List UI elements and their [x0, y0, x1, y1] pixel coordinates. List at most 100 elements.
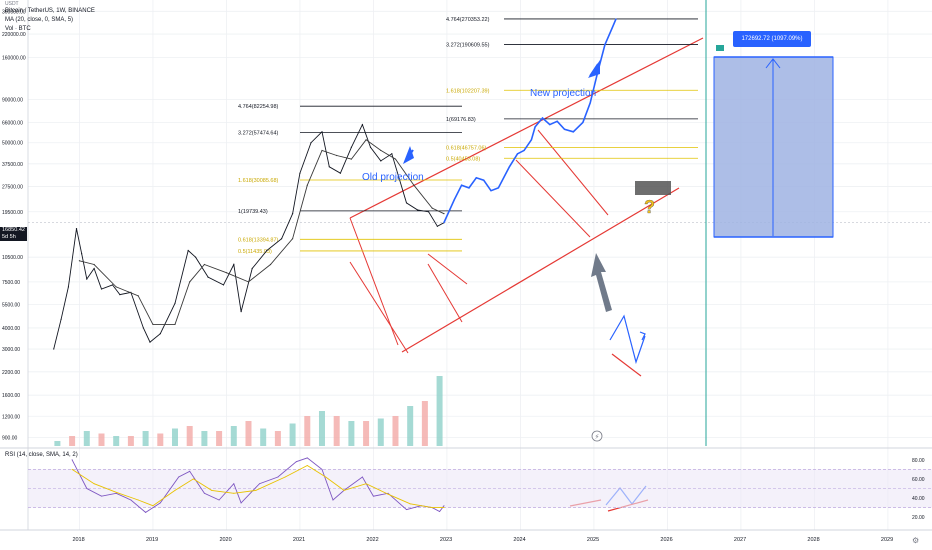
y-tick-label: 50000.00	[2, 141, 23, 147]
rsi-point	[255, 489, 257, 491]
price-point	[350, 146, 352, 148]
price-point	[137, 295, 139, 297]
fib-new-label: 4.764(270353.22)	[446, 17, 490, 23]
price-point	[75, 228, 78, 230]
rsi-point	[115, 491, 117, 493]
price-line	[53, 123, 445, 350]
rsi-point	[332, 499, 334, 501]
rsi-tick-label: 20.00	[912, 515, 925, 521]
ma-legend[interactable]: MA (20, close, 0, SMA, 5)	[5, 17, 74, 23]
wedge-line	[349, 261, 409, 354]
x-tick-label: 2027	[734, 537, 746, 543]
volume-bar	[142, 431, 149, 446]
rsi-point	[306, 465, 308, 467]
rsi-point	[284, 476, 286, 478]
volume-bar	[171, 428, 178, 446]
price-point	[369, 146, 372, 148]
x-tick-label: 2019	[146, 537, 158, 543]
price-point	[468, 187, 470, 189]
measure-callout: 172692.72 (1097.09%) 1726927	[733, 31, 811, 58]
wedge-line	[427, 253, 468, 285]
svg-text:⚡: ⚡	[595, 433, 600, 441]
y-tick-label: 5500.00	[2, 303, 20, 309]
fib-old-label: 0.5(11435.03)	[238, 249, 272, 255]
drawings: ?	[349, 0, 834, 512]
price-point	[86, 278, 88, 280]
price-point	[541, 117, 544, 119]
x-tick-label: 2026	[660, 537, 672, 543]
rsi-point	[86, 488, 88, 489]
price-point	[187, 249, 189, 252]
price-point	[443, 213, 445, 215]
rsi-point	[71, 468, 73, 470]
price-point	[115, 286, 117, 288]
price-point	[222, 284, 225, 286]
y-tick-label: 300000.00	[2, 9, 26, 15]
rsi-point	[365, 483, 367, 485]
x-tick-label: 2021	[293, 537, 305, 543]
fib-new-label: 1.618(102207.39)	[446, 88, 490, 94]
price-point	[516, 153, 519, 155]
settings-icon[interactable]: ⚙	[912, 536, 919, 545]
volume-bar	[436, 376, 443, 446]
volume-bar	[333, 416, 340, 446]
fib-old-label: 4.764(82254.98)	[238, 104, 279, 110]
price-point	[53, 348, 55, 350]
price-point	[100, 288, 103, 290]
replay-icon[interactable]: ⚡	[591, 430, 603, 442]
price-point	[203, 263, 205, 266]
y-tick-label: 10500.00	[2, 255, 23, 261]
price-point	[152, 323, 154, 325]
rsi-point	[406, 509, 408, 511]
rsi-point	[325, 476, 327, 478]
fib-new-label: 1(69176.83)	[446, 117, 476, 123]
symbol-title[interactable]: Bitcoin / TetherUS, 1W, BINANCE	[5, 8, 95, 14]
rsi-point	[431, 507, 433, 509]
rsi-point	[240, 502, 242, 504]
rsi-tick-label: 80.00	[912, 458, 925, 464]
y-tick-label: 220000.00	[2, 32, 26, 38]
rsi-point	[233, 492, 235, 494]
fib-new-label: 0.5(40453.08)	[446, 156, 480, 162]
support-line	[611, 353, 642, 377]
y-tick-label: 2200.00	[2, 370, 20, 376]
rsi-point	[443, 507, 445, 509]
price-point	[328, 166, 330, 168]
rsi-point	[321, 468, 323, 470]
fib-new-label: 0.618(46757.06)	[446, 146, 487, 152]
y-tick-label: 7500.00	[2, 280, 20, 286]
fib-old-label: 0.618(13394.87)	[238, 237, 279, 243]
price-point	[321, 131, 323, 133]
rsi-point	[439, 510, 441, 512]
rsi-legend[interactable]: RSI (14, close, SMA, 14, 2)	[5, 452, 78, 458]
fib-levels: 4.764(82254.98) 3.272(57474.64) 1.618(3008…	[238, 17, 698, 255]
future-path	[609, 314, 646, 365]
price-point	[483, 179, 485, 181]
rsi-point	[189, 470, 191, 472]
volume-bar	[157, 433, 164, 446]
y-tick-label: 900.00	[2, 435, 18, 441]
volume-bar	[274, 431, 281, 446]
rsi-line	[71, 457, 445, 513]
price-series	[53, 18, 617, 350]
rsi-point	[387, 492, 389, 494]
y-tick-label: 37500.00	[2, 162, 23, 168]
wedge-line	[515, 159, 591, 238]
rsi-point	[130, 499, 132, 501]
price-point	[497, 187, 499, 189]
rsi-point	[145, 511, 147, 513]
price-point	[416, 209, 419, 211]
price-point	[306, 184, 308, 186]
price-point	[431, 207, 433, 209]
rsi-point	[152, 505, 154, 507]
rsi-point	[174, 489, 176, 491]
volume-legend[interactable]: Vol · BTC	[5, 26, 31, 32]
old-projection-label: Old projection	[362, 172, 424, 183]
price-point	[225, 272, 228, 274]
y-tick-label: 19500.00	[2, 210, 23, 216]
price-point	[60, 318, 62, 320]
x-tick-label: 2024	[513, 537, 525, 543]
price-point	[380, 149, 382, 152]
y-tick-label: 27500.00	[2, 185, 23, 191]
